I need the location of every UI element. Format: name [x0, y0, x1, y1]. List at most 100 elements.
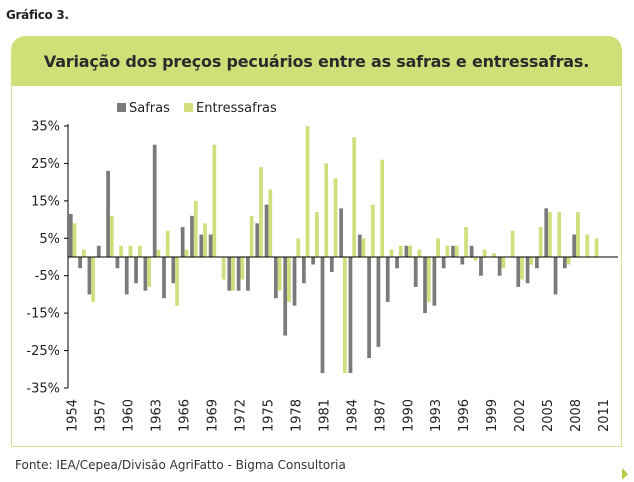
legend-label-safras: Safras — [129, 101, 170, 116]
bar-safras — [535, 257, 539, 269]
bar-safras — [68, 213, 73, 257]
bar-safras — [525, 257, 530, 284]
bar-entressafras — [426, 257, 431, 302]
legend: Safras Entressafras — [117, 101, 277, 116]
y-tick-label: 35% — [31, 120, 60, 135]
bar-safras — [227, 257, 232, 291]
x-tick-label: 1978 — [289, 399, 304, 432]
x-tick-label: 1972 — [233, 399, 248, 432]
bar-entressafras — [408, 245, 412, 257]
bar-entressafras — [212, 144, 217, 257]
bar-entressafras — [445, 245, 450, 257]
bar-safras — [460, 257, 465, 265]
bar-entressafras — [315, 212, 319, 257]
bar-entressafras — [240, 257, 245, 280]
y-tick-label: 15% — [31, 194, 60, 209]
bar-safras — [516, 257, 521, 287]
bar-safras — [479, 257, 483, 276]
bar-safras — [190, 215, 194, 257]
bar-safras — [367, 257, 371, 359]
bar-safras — [432, 257, 437, 306]
bar-entressafras — [231, 257, 235, 291]
x-axis-labels: 1954 1957 1960 1963 1966 1969 1972 1975 1978 1981… — [66, 399, 612, 432]
bar-entressafras — [473, 257, 478, 261]
bar-entressafras — [436, 238, 440, 257]
chart-title: Variação dos preços pecuários entre as s… — [43, 51, 590, 71]
bar-entressafras — [109, 215, 114, 257]
bar-entressafras — [398, 245, 403, 257]
bar-safras — [329, 257, 334, 272]
bar-safras — [292, 257, 297, 306]
legend-swatch-safras — [117, 103, 126, 112]
bar-entressafras — [81, 249, 86, 257]
x-tick-label: 2002 — [513, 399, 528, 432]
bar-safras — [96, 245, 101, 257]
bar-safras — [339, 208, 343, 257]
bar-entressafras — [538, 227, 543, 257]
bar-entressafras — [296, 238, 301, 257]
bar-entressafras — [287, 257, 291, 302]
bar-safras — [180, 227, 185, 257]
y-tick-label: -15% — [26, 307, 60, 322]
bar-safras — [563, 257, 567, 269]
x-tick-label: 1957 — [94, 399, 109, 432]
x-tick-label: 1999 — [485, 399, 500, 432]
bar-safras — [171, 257, 176, 284]
bar-entressafras — [492, 253, 496, 257]
bar-entressafras — [119, 245, 123, 257]
bar-safras — [143, 257, 148, 291]
x-tick-label: 1996 — [457, 399, 472, 432]
bar-safras — [274, 257, 278, 299]
x-tick-label: 2008 — [569, 399, 584, 432]
bar-entressafras — [175, 257, 179, 306]
bar-entressafras — [557, 212, 562, 257]
bar-entressafras — [585, 234, 590, 257]
x-tick-label: 1993 — [429, 399, 444, 432]
x-tick-label: 1966 — [178, 399, 193, 432]
bar-entressafras — [501, 257, 506, 269]
x-tick-label: 1954 — [66, 399, 81, 432]
bar-entressafras — [165, 230, 170, 257]
bar-safras — [199, 234, 204, 257]
bar-safras — [301, 257, 306, 284]
y-tick-label: -5% — [35, 269, 60, 284]
bar-entressafras — [137, 245, 142, 257]
bar-safras — [124, 257, 129, 295]
bar-entressafras — [324, 163, 329, 257]
axes — [67, 124, 618, 388]
bar-entressafras — [548, 212, 552, 257]
source-note: Fonte: IEA/Cepea/Divisão AgriFatto - Big… — [15, 458, 346, 472]
bar-safras — [152, 144, 157, 257]
bars — [68, 126, 599, 374]
x-tick-label: 1987 — [373, 399, 388, 432]
bar-safras — [441, 257, 446, 269]
bar-safras — [236, 257, 241, 291]
y-tick-label: -25% — [26, 344, 60, 359]
bar-safras — [320, 257, 325, 374]
bar-entressafras — [370, 204, 375, 257]
bar-safras — [357, 234, 362, 257]
bar-safras — [544, 208, 549, 257]
y-axis-labels: 35% 25% 15% 5% -5% -15% -25% -35% — [26, 120, 68, 397]
bar-entressafras — [221, 257, 226, 280]
x-tick-label: 2005 — [541, 399, 556, 432]
bar-safras — [311, 257, 316, 265]
bar-entressafras — [594, 238, 599, 257]
legend-swatch-entressafras — [184, 103, 193, 112]
figure-label: Gráfico 3. — [6, 8, 69, 22]
bar-entressafras — [520, 257, 524, 280]
bar-entressafras — [259, 167, 263, 257]
x-tick-label: 1963 — [150, 399, 165, 432]
x-tick-label: 1990 — [401, 399, 416, 432]
bar-entressafras — [389, 249, 394, 257]
bar-entressafras — [193, 200, 198, 257]
bar-safras — [395, 257, 399, 269]
bar-entressafras — [128, 245, 133, 257]
bar-entressafras — [417, 249, 422, 257]
bar-entressafras — [361, 238, 366, 257]
y-tick-label: -35% — [26, 382, 60, 397]
bar-safras — [264, 204, 269, 257]
bar-safras — [134, 257, 138, 284]
bar-safras — [451, 245, 455, 257]
bar-entressafras — [268, 189, 273, 257]
